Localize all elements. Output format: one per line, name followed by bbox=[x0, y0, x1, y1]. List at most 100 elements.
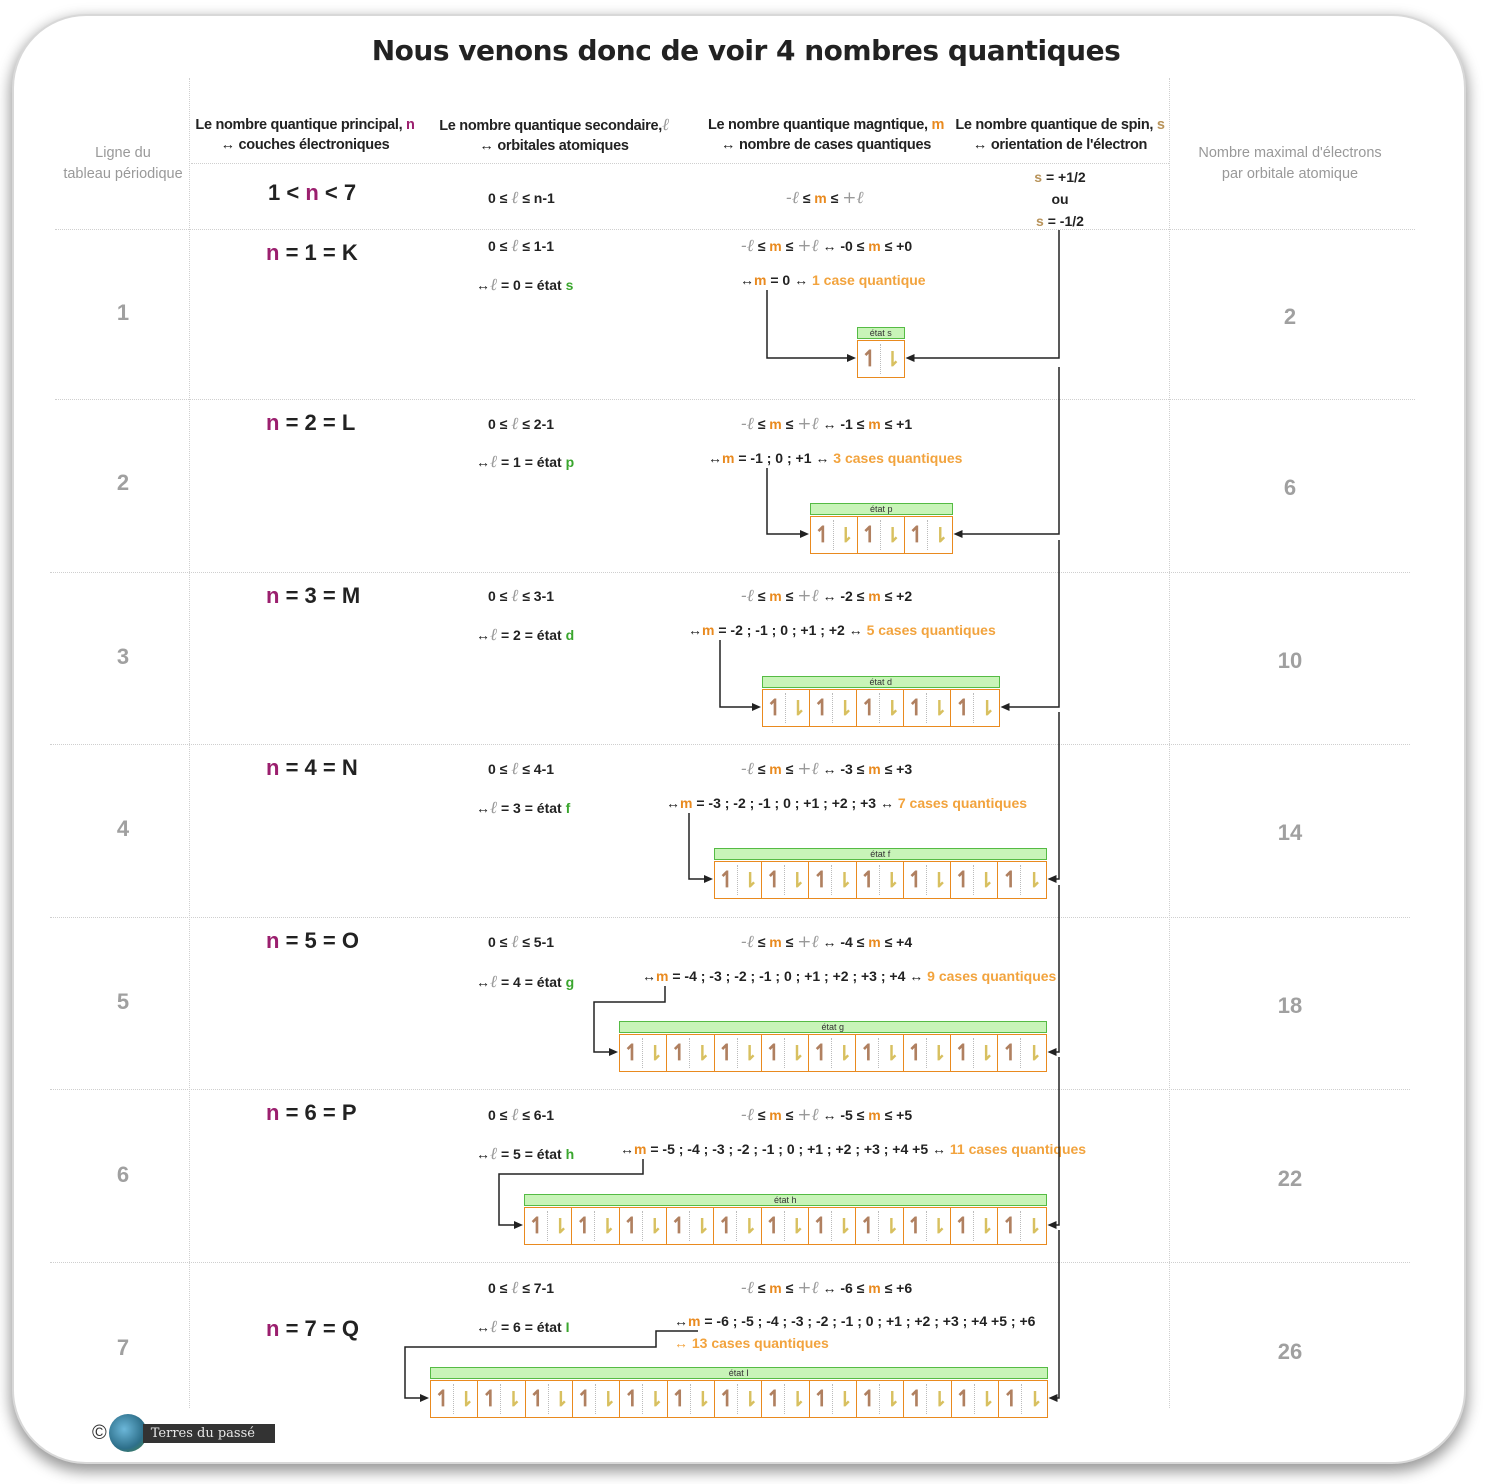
spin-down-arrow-icon: ⇂ bbox=[930, 869, 948, 892]
quantum-cell: ↿ ⇂ bbox=[762, 1035, 810, 1071]
row-divider bbox=[50, 1089, 1410, 1090]
l-symbol: ℓ bbox=[511, 414, 519, 434]
m-le: ≤ bbox=[757, 761, 766, 777]
m-minus-l: -ℓ bbox=[741, 1105, 754, 1125]
arrow-icon: ↔ bbox=[642, 968, 656, 984]
l-inequality: 0 ≤ ℓ ≤ 4-1 bbox=[488, 759, 554, 779]
spin-up-arrow-icon: ↿ bbox=[859, 695, 879, 720]
cell-divider bbox=[972, 1038, 974, 1068]
l-symbol: ℓ bbox=[511, 586, 519, 606]
quantum-cell: ↿ ⇂ bbox=[999, 1381, 1046, 1417]
spin-down-arrow-icon: ⇂ bbox=[884, 348, 901, 371]
arrow-head-icon bbox=[704, 875, 713, 883]
m-values: ↔m = -1 ; 0 ; +1 ↔ 3 cases quantiques bbox=[708, 450, 962, 466]
s-connector-line bbox=[908, 230, 1060, 359]
spin-up-arrow-icon: ↿ bbox=[859, 1386, 879, 1411]
column-divider bbox=[1169, 78, 1170, 1408]
l-symbol: ℓ bbox=[490, 625, 498, 645]
m-symbol: m bbox=[702, 622, 715, 638]
spin-down-arrow-icon: ⇂ bbox=[741, 1042, 759, 1065]
cell-divider bbox=[926, 693, 928, 723]
m-plus-l: +ℓ bbox=[797, 932, 819, 952]
m-range-minus-l: -ℓ bbox=[786, 188, 799, 208]
row-header-line1: Ligne du bbox=[95, 145, 151, 161]
max-electrons: 2 bbox=[1283, 304, 1297, 329]
spin-down-arrow-icon: ⇂ bbox=[741, 1388, 759, 1411]
m-range-end: ≤ +6 bbox=[884, 1280, 913, 1296]
m-symbol: m bbox=[868, 761, 881, 777]
state-label-bar: état f bbox=[714, 848, 1047, 860]
m-values: ↔m = -5 ; -4 ; -3 ; -2 ; -1 ; 0 ; +1 ; +… bbox=[620, 1141, 1086, 1157]
cell-divider bbox=[832, 693, 834, 723]
m-header-symbol: m bbox=[931, 117, 945, 133]
cell-divider bbox=[1020, 865, 1022, 895]
m-minus-l: -ℓ bbox=[741, 759, 754, 779]
cell-divider bbox=[595, 1384, 597, 1414]
spin-up-arrow-icon: ↿ bbox=[1001, 867, 1020, 892]
l-upper: ≤ 2-1 bbox=[522, 416, 555, 432]
m-range-end: ≤ +3 bbox=[884, 761, 913, 777]
shell-label: n = 4 = N bbox=[266, 755, 358, 781]
l-inequality: 0 ≤ ℓ ≤ 1-1 bbox=[488, 236, 554, 256]
cell-divider bbox=[879, 1384, 881, 1414]
spin-up-arrow-icon: ↿ bbox=[953, 1040, 973, 1065]
l-state-letter: s bbox=[565, 277, 574, 293]
shell-label: n = 7 = Q bbox=[266, 1316, 359, 1342]
max-electrons: 6 bbox=[1283, 475, 1297, 500]
l-lower: 0 ≤ bbox=[488, 238, 508, 254]
spin-down-arrow-icon: ⇂ bbox=[646, 1042, 664, 1065]
spin-plus: = +1/2 bbox=[1045, 169, 1086, 185]
n-range-symbol: n bbox=[305, 180, 319, 205]
cell-divider bbox=[878, 1211, 880, 1241]
m-symbol: m bbox=[769, 416, 782, 432]
l-lower: 0 ≤ bbox=[488, 1280, 508, 1296]
cell-divider bbox=[1020, 1211, 1022, 1241]
m-list: = 0 ↔ bbox=[770, 272, 809, 288]
spin-up-arrow-icon: ↿ bbox=[527, 1213, 547, 1238]
s-header-line2: ↔ orientation de l'électron bbox=[972, 137, 1148, 153]
quantum-cell: ↿ ⇂ bbox=[951, 1208, 999, 1244]
row-divider bbox=[50, 572, 1410, 573]
l-lower: 0 ≤ bbox=[488, 934, 508, 950]
spin-down-arrow-icon: ⇂ bbox=[599, 1215, 616, 1238]
quantum-cell: ↿ ⇂ bbox=[715, 862, 763, 898]
cell-divider bbox=[831, 865, 833, 895]
quantum-cell: ↿ ⇂ bbox=[952, 1381, 1000, 1417]
m-symbol: m bbox=[769, 238, 782, 254]
cell-divider bbox=[737, 1384, 739, 1414]
spin-down-arrow-icon: ⇂ bbox=[978, 697, 996, 720]
m-list: = -6 ; -5 ; -4 ; -3 ; -2 ; -1 ; 0 ; +1 ;… bbox=[704, 1313, 1036, 1329]
m-values: ↔m = -2 ; -1 ; 0 ; +1 ; +2 ↔ 5 cases qua… bbox=[688, 622, 996, 638]
m-symbol: m bbox=[868, 416, 881, 432]
l-symbol: ℓ bbox=[490, 972, 498, 992]
m-le: ≤ bbox=[785, 1280, 794, 1296]
m-connector-line bbox=[766, 290, 853, 359]
spin-up-arrow-icon: ↿ bbox=[575, 1386, 595, 1411]
m-list: = -2 ; -1 ; 0 ; +1 ; +2 ↔ bbox=[718, 622, 863, 638]
cell-divider bbox=[925, 865, 927, 895]
spin-down-arrow-icon: ⇂ bbox=[694, 1388, 712, 1411]
spin-up-arrow-icon: ↿ bbox=[528, 1386, 547, 1411]
row-number: 1 bbox=[116, 300, 130, 325]
arrow-head-icon bbox=[847, 354, 856, 362]
m-le: ≤ bbox=[785, 761, 794, 777]
l-upper: ≤ 5-1 bbox=[522, 934, 555, 950]
spin-up-arrow-icon: ↿ bbox=[670, 1040, 689, 1065]
cell-divider bbox=[453, 1384, 454, 1414]
l-state-letter: g bbox=[565, 974, 575, 990]
shell-value: = 4 = N bbox=[285, 755, 358, 780]
l-state-text: = 5 = état bbox=[500, 1146, 562, 1162]
l-upper: ≤ 1-1 bbox=[522, 238, 555, 254]
l-range-end: ≤ n-1 bbox=[522, 190, 555, 206]
m-le: ≤ bbox=[785, 238, 794, 254]
quantum-cell: ↿ ⇂ bbox=[858, 517, 905, 553]
l-upper: ≤ 7-1 bbox=[522, 1280, 555, 1296]
s-connector-line bbox=[1050, 1057, 1060, 1226]
spin-up-arrow-icon: ↿ bbox=[765, 1386, 784, 1411]
case-count: 1 case quantique bbox=[811, 272, 926, 288]
cell-divider bbox=[926, 1384, 928, 1414]
n-range-start: 1 < bbox=[268, 180, 300, 205]
quantum-cell: ↿ ⇂ bbox=[668, 1381, 716, 1417]
m-list: = -3 ; -2 ; -1 ; 0 ; +1 ; +2 ; +3 ↔ bbox=[696, 795, 894, 811]
